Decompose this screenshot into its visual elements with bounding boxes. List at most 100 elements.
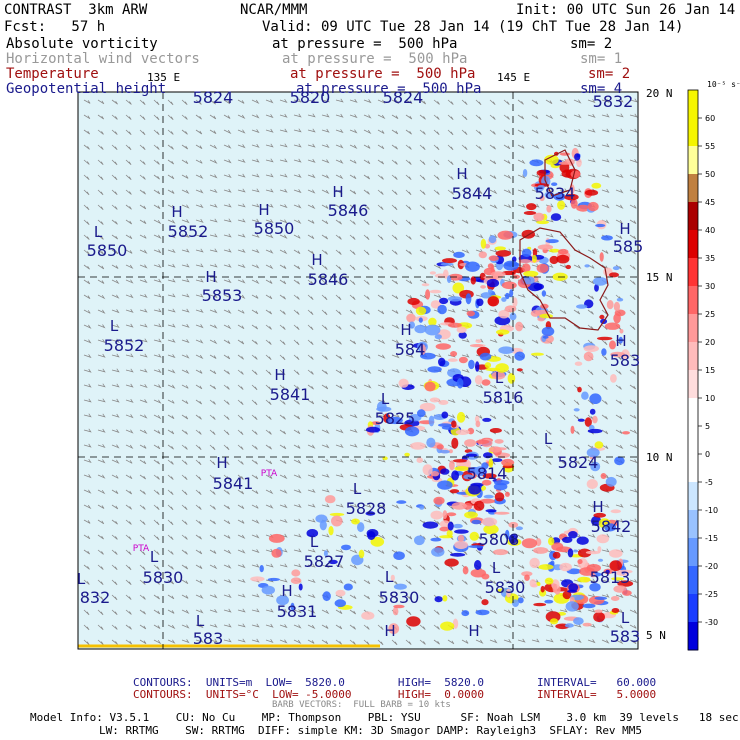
- height-contour-label: 5846: [328, 201, 369, 220]
- station-label: PTA: [133, 544, 150, 554]
- pressure-center-marker: H: [400, 321, 411, 339]
- lat-label: 20 N: [646, 87, 673, 100]
- colorbar-tick-label: 60: [705, 114, 715, 123]
- pressure-center-marker: L: [310, 533, 319, 551]
- colorbar-tick-label: 5: [705, 422, 710, 431]
- pressure-center-marker: H: [332, 183, 343, 201]
- init-time: Init: 00 UTC Sun 26 Jan 14: [516, 2, 736, 18]
- pressure-center-marker: H: [205, 268, 216, 286]
- colorbar-tick-label: 0: [705, 450, 710, 459]
- colorbar-tick-label: 15: [705, 366, 715, 375]
- colorbar-tick-label: -25: [705, 590, 718, 599]
- height-contour-label: 5846: [308, 270, 349, 289]
- model-info: Model Info: V3.5.1 CU: No Cu MP: Thompso…: [30, 711, 739, 724]
- valid-time: Valid: 09 UTC Tue 28 Jan 14 (19 ChT Tue …: [262, 19, 684, 35]
- colorbar-swatch: [688, 426, 698, 455]
- colorbar-swatch: [688, 230, 698, 259]
- colorbar-swatch: [688, 202, 698, 231]
- colorbar-swatch: [688, 370, 698, 399]
- height-contour-label: 583: [193, 629, 224, 648]
- height-contour-label: 5841: [213, 474, 254, 493]
- lon-label: 135 E: [147, 71, 181, 84]
- colorbar-tick-label: -30: [705, 618, 718, 627]
- lat-lon-gridlines: [78, 92, 638, 649]
- height-contour-label: 5816: [483, 388, 524, 407]
- colorbar-swatch: [688, 622, 698, 651]
- height-contour-label: 5850: [254, 219, 295, 238]
- field-level: at pressure = 500 hPa: [272, 36, 458, 52]
- pressure-center-marker: H: [281, 582, 292, 600]
- colorbar-tick-label: 55: [705, 142, 715, 151]
- colorbar-swatch: [688, 398, 698, 427]
- height-contour-label: 5844: [452, 184, 493, 203]
- height-contour-label: 583: [610, 627, 641, 646]
- height-contour-label: 832: [80, 588, 111, 607]
- lon-label: 145 E: [497, 71, 531, 84]
- field-name: Geopotential height: [6, 81, 167, 97]
- colorbar-tick-label: -5: [705, 478, 713, 487]
- colorbar-swatch: [688, 258, 698, 287]
- height-contour-label: 5852: [168, 222, 209, 241]
- colorbar-swatch: [688, 174, 698, 203]
- station-label: PTA: [261, 469, 278, 479]
- model-info-physics: LW: RRTMG SW: RRTMG DIFF: simple KM: 3D …: [99, 724, 643, 737]
- height-contour-label: 5824: [558, 453, 599, 472]
- pressure-center-marker: H: [384, 622, 395, 640]
- pressure-center-marker: L: [196, 612, 205, 630]
- lat-label: 10 N: [646, 451, 673, 464]
- colorbar-tick-label: 10: [705, 394, 715, 403]
- colorbar-tick-label: 20: [705, 338, 715, 347]
- height-contour-label: 585: [613, 237, 644, 256]
- height-contour-label: 5841: [270, 385, 311, 404]
- lat-label: 5 N: [646, 629, 666, 642]
- colorbar-swatch: [688, 314, 698, 343]
- height-contour-label: 5825: [375, 409, 416, 428]
- vorticity-field: [78, 147, 634, 648]
- height-contour-label: 5814: [467, 464, 508, 483]
- lat-label: 15 N: [646, 271, 673, 284]
- height-contour-label: 583: [610, 351, 641, 370]
- colorbar-swatch: [688, 90, 698, 119]
- field-smoothing: sm= 4: [580, 81, 623, 97]
- height-contour-label: 5852: [104, 336, 145, 355]
- pressure-center-marker: L: [381, 390, 390, 408]
- pressure-center-marker: H: [619, 220, 630, 238]
- contour-info-temp: CONTOURS: UNITS=°C LOW= -5.0000 HIGH= 0.…: [133, 688, 657, 701]
- pressure-center-marker: H: [171, 203, 182, 221]
- pressure-center-marker: H: [615, 332, 626, 350]
- colorbar-swatch: [688, 286, 698, 315]
- colorbar-tick-label: -15: [705, 534, 718, 543]
- height-contour-label: 5834: [535, 184, 576, 203]
- pressure-center-marker: H: [311, 251, 322, 269]
- height-contour-label: 5827: [304, 552, 345, 571]
- height-contour-label: 5824: [383, 88, 424, 107]
- field-name: Horizontal wind vectors: [6, 51, 200, 67]
- colorbar-swatch: [688, 118, 698, 147]
- barb-info: BARB VECTORS: FULL BARB = 10 kts: [272, 700, 451, 710]
- pressure-center-marker: H: [258, 201, 269, 219]
- colorbar-swatch: [688, 146, 698, 175]
- colorbar-swatch: [688, 482, 698, 511]
- field-smoothing: sm= 1: [580, 51, 623, 67]
- height-contour-label: 5830: [379, 588, 420, 607]
- coast-boundary: [519, 149, 609, 331]
- height-contour-label: 5824: [193, 88, 234, 107]
- pressure-center-marker: L: [495, 369, 504, 387]
- pressure-center-marker: H: [468, 622, 479, 640]
- colorbar-swatch: [688, 454, 698, 483]
- field-level: at pressure = 500 hPa: [296, 81, 482, 97]
- height-contour-label: 5830: [143, 568, 184, 587]
- pressure-center-marker: H: [274, 366, 285, 384]
- height-contour-label: 5853: [202, 286, 243, 305]
- height-contour-label: 5813: [590, 568, 631, 587]
- colorbar-tick-label: 30: [705, 282, 715, 291]
- colorbar-swatch: [688, 538, 698, 567]
- org-label: NCAR/MMM: [240, 2, 308, 18]
- height-contour-label: 5808: [479, 530, 520, 549]
- pressure-center-marker: H: [592, 498, 603, 516]
- colorbar-swatch: [688, 566, 698, 595]
- field-name: Temperature: [6, 66, 99, 82]
